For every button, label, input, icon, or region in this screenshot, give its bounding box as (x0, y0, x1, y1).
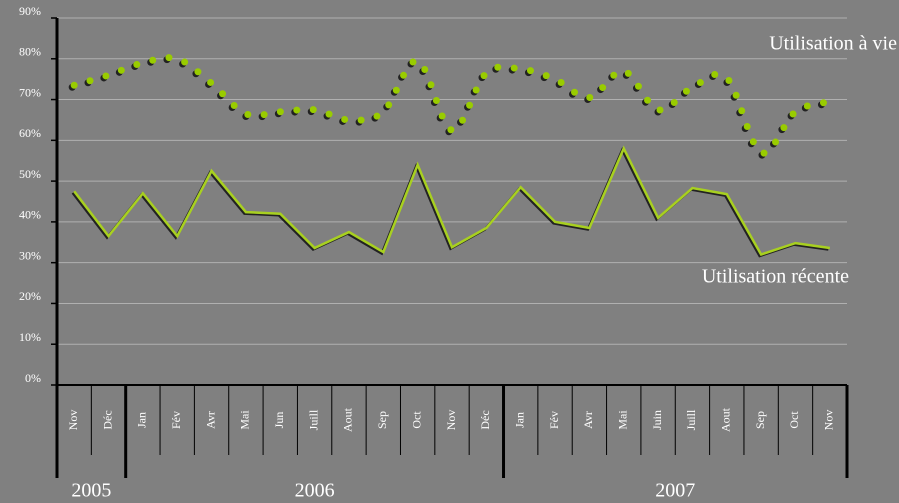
x-tick-label: Nov (66, 410, 80, 431)
x-tick-label: Juill (306, 409, 320, 430)
x-tick-label: Déc (100, 410, 114, 429)
y-tick-label: 20% (19, 289, 41, 303)
x-tick-label: Fév (547, 411, 561, 429)
x-tick-label: Avr (581, 411, 595, 429)
x-tick-label: Aout (341, 407, 355, 432)
x-tick-label: Juill (684, 409, 698, 430)
series-label: Utilisation récente (702, 266, 849, 288)
x-tick-label: Mai (238, 410, 252, 430)
x-tick-label: Oct (409, 411, 423, 429)
y-tick-label: 30% (19, 248, 41, 262)
x-tick-label: Jan (512, 412, 526, 428)
y-tick-label: 10% (19, 330, 41, 344)
year-label: 2007 (655, 480, 695, 502)
y-tick-label: 50% (19, 167, 41, 181)
y-tick-label: 40% (19, 208, 41, 222)
x-tick-label: Juin (650, 410, 664, 430)
y-tick-label: 80% (19, 45, 41, 59)
x-tick-label: Déc (478, 410, 492, 429)
x-tick-label: Sep (753, 411, 767, 429)
x-tick-label: Oct (787, 411, 801, 429)
x-tick-label: Aout (719, 407, 733, 432)
x-tick-label: Jan (135, 412, 149, 428)
y-tick-label: 60% (19, 126, 41, 140)
x-tick-label: Jun (272, 412, 286, 429)
x-tick-label: Nov (444, 410, 458, 431)
x-tick-label: Mai (615, 410, 629, 430)
x-tick-label: Sep (375, 411, 389, 429)
series-line (73, 145, 831, 257)
x-tick-label: Avr (203, 411, 217, 429)
year-label: 2005 (71, 480, 111, 502)
x-tick-label: Nov (822, 410, 836, 431)
series-label: Utilisation à vie (769, 33, 897, 55)
y-tick-label: 70% (19, 85, 41, 99)
x-tick-label: Fév (169, 411, 183, 429)
y-tick-label: 90% (19, 4, 41, 18)
year-label: 2006 (295, 480, 335, 502)
y-tick-label: 0% (25, 371, 41, 385)
series-line (70, 54, 834, 157)
